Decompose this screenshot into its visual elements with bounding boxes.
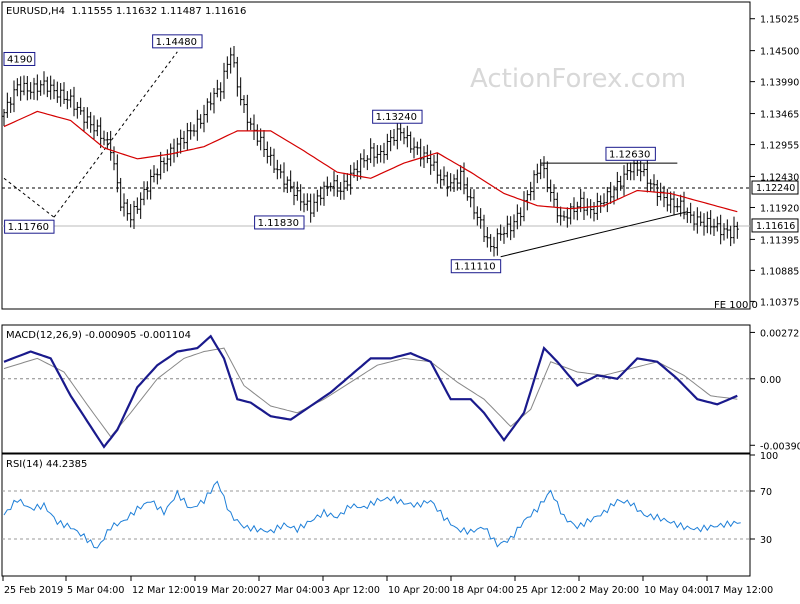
price-annotation-label: 1.11760 bbox=[8, 222, 49, 233]
moving-average-line bbox=[3, 110, 738, 213]
price-annotation-box bbox=[4, 219, 55, 234]
macd-line bbox=[3, 334, 738, 449]
price-axis-label: 1.11395 bbox=[760, 235, 799, 246]
macd-signal-line bbox=[3, 347, 738, 438]
price-axis-label: 1.13990 bbox=[760, 78, 799, 89]
price-axis-label: 1.10375 bbox=[760, 297, 799, 308]
price-annotation-label: 4190 bbox=[7, 54, 32, 65]
rsi-line bbox=[3, 480, 741, 549]
macd-panel-frame bbox=[1, 324, 751, 454]
dashed-trendline bbox=[3, 177, 55, 218]
price-annotation-label: 1.13240 bbox=[376, 112, 417, 123]
x-axis-label: 25 Apr 12:00 bbox=[516, 585, 578, 596]
x-axis-label: 10 May 04:00 bbox=[644, 585, 709, 596]
price-annotation-box bbox=[254, 215, 305, 230]
x-axis-label: 19 Mar 20:00 bbox=[196, 585, 259, 596]
price-annotation-label: 1.11110 bbox=[454, 262, 495, 273]
price-annotation-box bbox=[152, 34, 203, 49]
dashed-trendline bbox=[53, 51, 178, 218]
price-bars bbox=[2, 45, 739, 257]
x-axis-label: 12 Mar 12:00 bbox=[132, 585, 195, 596]
footer-note: FE 100.0 bbox=[714, 300, 758, 311]
rsi-axis-label: 100 bbox=[760, 451, 778, 462]
rsi-panel-title: RSI(14) 44.2385 bbox=[6, 459, 87, 470]
x-axis-label: 2 May 20:00 bbox=[580, 585, 639, 596]
macd-axis-label: 0.00 bbox=[760, 375, 781, 386]
macd-axis-label: -0.003905 bbox=[760, 441, 800, 452]
price-axis-label: 1.11920 bbox=[760, 203, 799, 214]
price-annotation-label: 1.14480 bbox=[156, 37, 197, 48]
rising-trendline bbox=[500, 211, 688, 258]
x-axis-label: 5 Mar 04:00 bbox=[67, 585, 124, 596]
level-price-box bbox=[751, 180, 799, 195]
level-price-label: 1.12240 bbox=[756, 183, 795, 194]
rsi-axis-label: 70 bbox=[760, 487, 772, 498]
x-axis-label: 17 May 12:00 bbox=[708, 585, 773, 596]
price-annotation-box bbox=[605, 146, 656, 161]
macd-panel-title: MACD(12,26,9) -0.000905 -0.001104 bbox=[6, 330, 191, 341]
x-axis-label: 25 Feb 2019 bbox=[4, 585, 63, 596]
price-axis-label: 1.12955 bbox=[760, 141, 799, 152]
price-panel-title: EURUSD,H4 1.11555 1.11632 1.11487 1.1161… bbox=[6, 6, 246, 17]
macd-axis-label: 0.002723 bbox=[760, 328, 800, 339]
price-axis-label: 1.15025 bbox=[760, 15, 799, 26]
rsi-axis-label: 30 bbox=[760, 535, 772, 546]
x-axis-label: 10 Apr 20:00 bbox=[388, 585, 450, 596]
price-axis-label: 1.10885 bbox=[760, 266, 799, 277]
price-annotation-label: 1.12630 bbox=[609, 149, 650, 160]
price-annotation-box bbox=[372, 109, 423, 124]
price-axis-label: 1.13465 bbox=[760, 110, 799, 121]
x-axis-label: 3 Apr 12:00 bbox=[324, 585, 380, 596]
x-axis-label: 18 Apr 04:00 bbox=[452, 585, 514, 596]
price-axis-label: 1.12430 bbox=[760, 172, 799, 183]
price-annotation-label: 1.11830 bbox=[258, 218, 299, 229]
current-price-label: 1.11616 bbox=[756, 221, 795, 232]
price-annotation-box bbox=[450, 259, 502, 274]
price-annotation-box bbox=[3, 51, 36, 66]
rsi-panel-frame bbox=[1, 453, 751, 577]
price-axis-label: 1.14500 bbox=[760, 47, 799, 58]
current-price-box bbox=[751, 218, 799, 233]
watermark: ActionForex.com bbox=[470, 64, 686, 94]
x-axis-label: 27 Mar 04:00 bbox=[260, 585, 323, 596]
